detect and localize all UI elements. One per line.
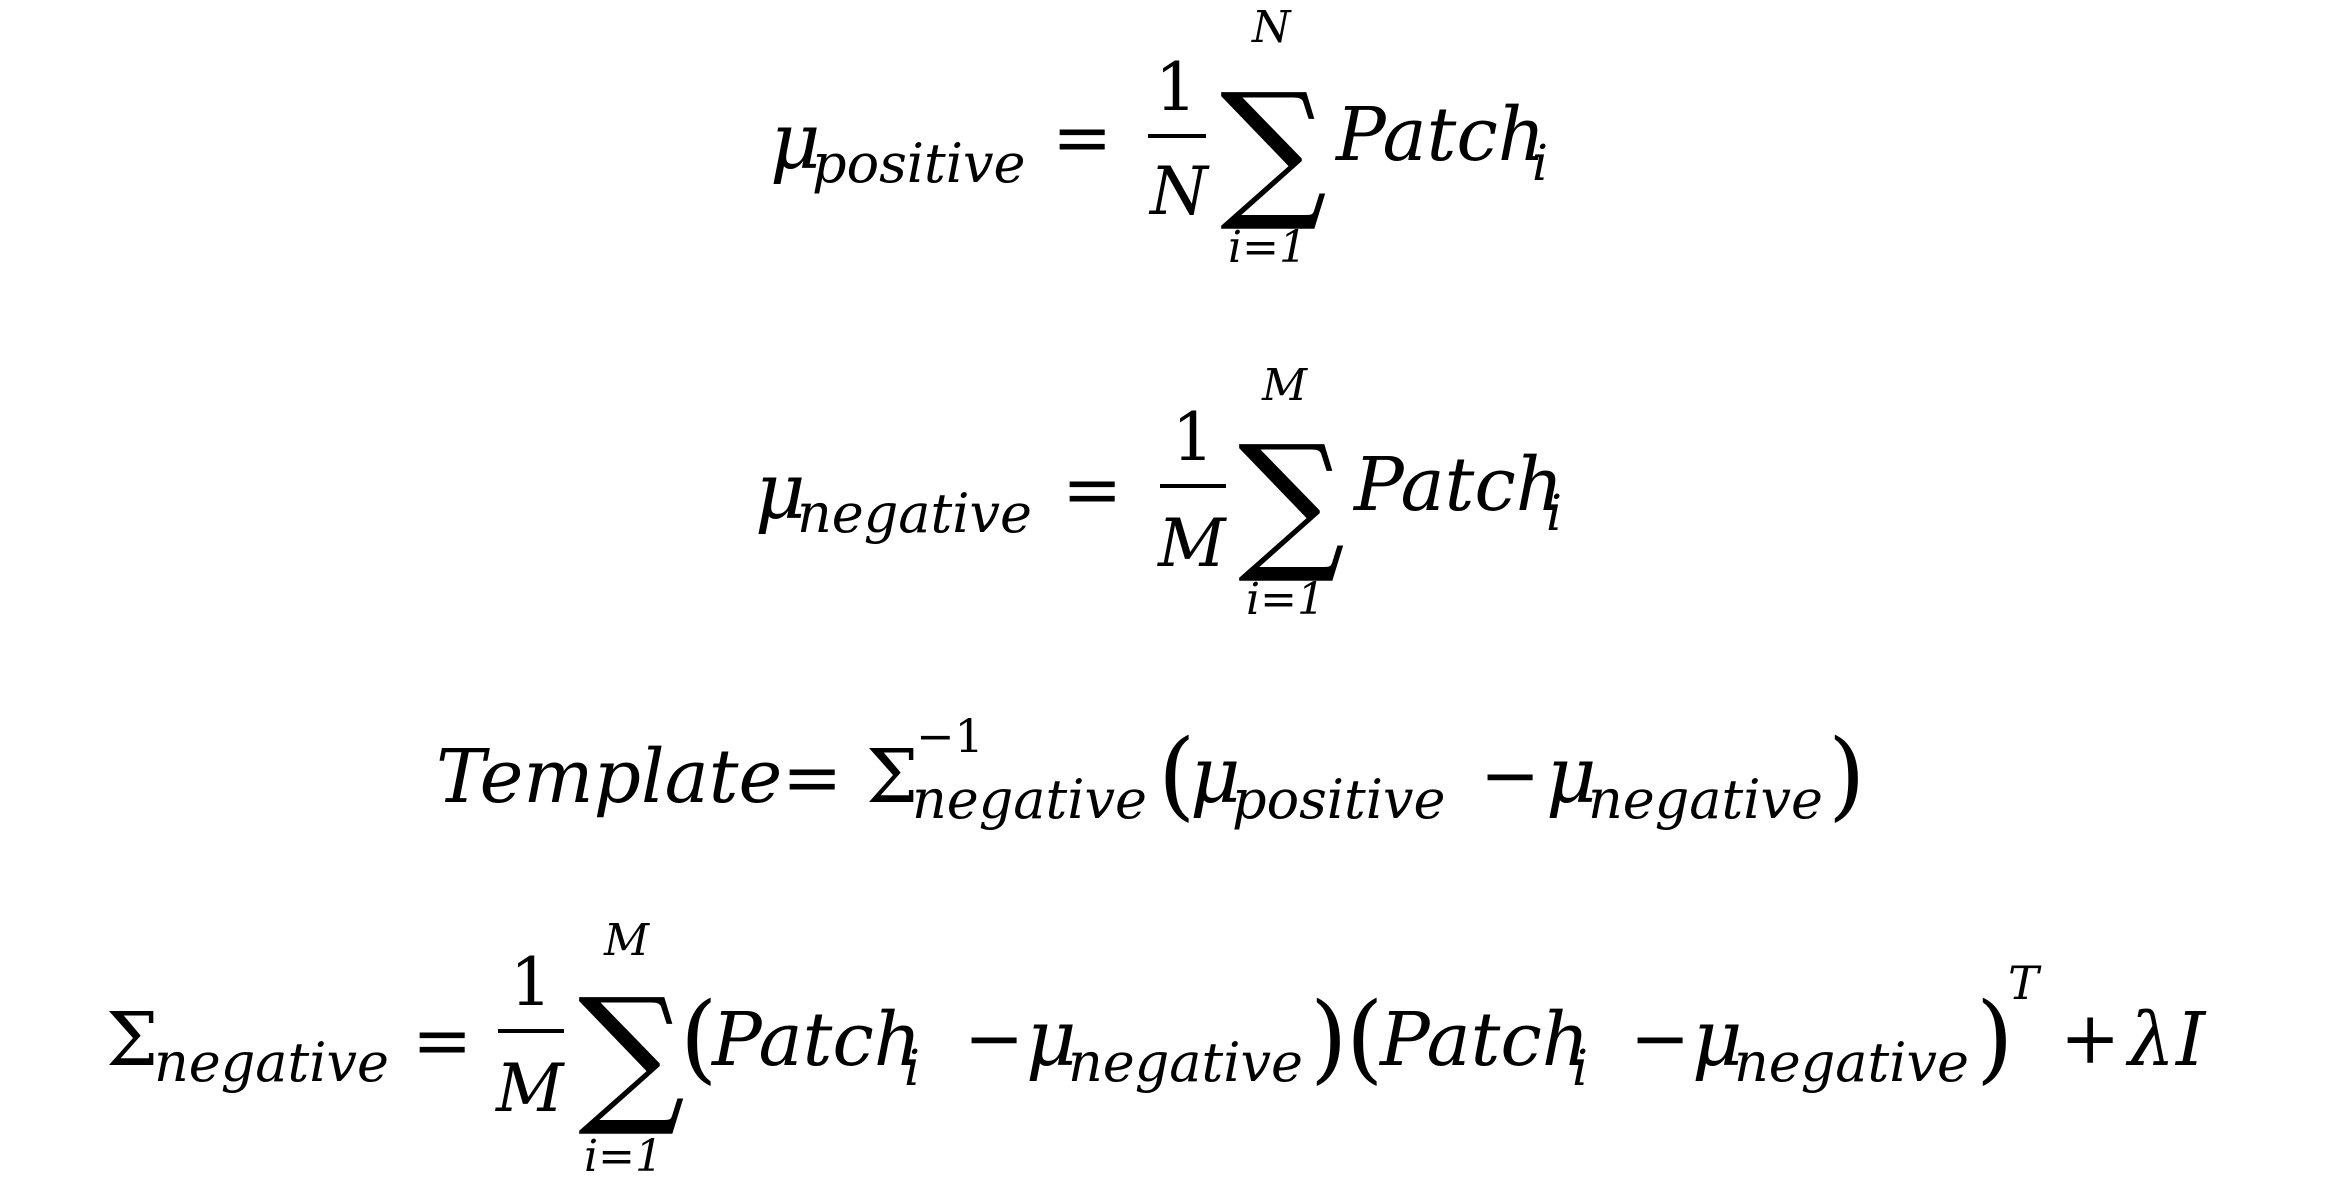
sigma-symbol: Σ — [106, 997, 158, 1083]
sum-upper-limit: M — [1261, 360, 1308, 411]
sigma-subscript: negative — [154, 1031, 389, 1094]
sum-symbol: ∑ — [1220, 62, 1327, 236]
sum-upper-limit: N — [1251, 2, 1292, 53]
right-paren: ) — [1976, 982, 2013, 1094]
minus-sign: − — [1480, 733, 1540, 817]
mu-symbol: μ — [1546, 731, 1597, 821]
mu-symbol: μ — [1692, 994, 1743, 1084]
transpose-superscript: T — [2008, 956, 2042, 1010]
sum-lower-limit: i=1 — [584, 1131, 663, 1182]
mu-subscript: positive — [1232, 768, 1446, 831]
mu-symbol: μ — [1190, 731, 1241, 821]
fraction-denominator: M — [1157, 505, 1227, 582]
patch-term: Patch — [710, 997, 921, 1083]
lambda-symbol: λ — [2125, 997, 2175, 1083]
minus-sign: − — [1630, 996, 1690, 1080]
equation-sigma-negative: Σ negative = 1 M M ∑ i=1 ( Patch i − μ n… — [0, 905, 2348, 1182]
fraction-denominator: M — [495, 1050, 565, 1127]
mu-subscript: positive — [812, 132, 1026, 195]
minus-sign: − — [964, 996, 1024, 1080]
sum-symbol: ∑ — [578, 967, 685, 1141]
equals-sign: = — [412, 998, 472, 1082]
mu-subscript: negative — [1588, 768, 1823, 831]
sigma-subscript: negative — [912, 768, 1147, 831]
sum-symbol: ∑ — [1238, 414, 1345, 588]
mu-symbol: μ — [755, 447, 806, 537]
equals-sign: = — [1052, 95, 1112, 179]
equation-mu-positive: μ positive = 1 N N ∑ i=1 Patch i — [0, 0, 2348, 273]
patch-term: Patch — [1378, 997, 1589, 1083]
patch-subscript: i — [1532, 134, 1548, 192]
equation-template: Template = Σ −1 negative ( μ positive − … — [0, 690, 2348, 950]
left-paren: ( — [1158, 719, 1195, 831]
patch-subscript: i — [1546, 484, 1562, 542]
fraction-bar — [1160, 484, 1226, 488]
right-paren: ) — [1310, 982, 1347, 1094]
mu-subscript: negative — [1734, 1031, 1969, 1094]
patch-subscript: i — [1572, 1039, 1588, 1097]
mu-symbol: μ — [770, 97, 821, 187]
sigma-symbol: Σ — [866, 734, 918, 820]
fraction-denominator: N — [1148, 153, 1210, 230]
identity-symbol: I — [2174, 997, 2207, 1083]
sum-lower-limit: i=1 — [1246, 574, 1325, 625]
patch-subscript: i — [904, 1039, 920, 1097]
patch-term: Patch — [1334, 92, 1545, 178]
equals-sign: = — [1062, 447, 1122, 531]
fraction-numerator: 1 — [1172, 399, 1214, 476]
inverse-superscript: −1 — [916, 709, 984, 763]
sum-lower-limit: i=1 — [1228, 222, 1307, 273]
sum-upper-limit: M — [603, 915, 650, 966]
fraction-bar — [1148, 134, 1206, 138]
plus-sign: + — [2060, 996, 2120, 1080]
right-paren: ) — [1828, 719, 1865, 831]
fraction-numerator: 1 — [510, 944, 552, 1021]
equation-mu-negative: μ negative = 1 M M ∑ i=1 Patch i — [0, 360, 2348, 625]
mu-symbol: μ — [1026, 994, 1077, 1084]
left-paren: ( — [1346, 982, 1383, 1094]
mu-subscript: negative — [1068, 1031, 1303, 1094]
fraction-bar — [498, 1029, 564, 1033]
fraction-numerator: 1 — [1155, 49, 1197, 126]
template-lhs: Template — [436, 734, 782, 820]
left-paren: ( — [680, 982, 717, 1094]
mu-subscript: negative — [797, 482, 1032, 545]
patch-term: Patch — [1352, 442, 1563, 528]
equals-sign: = — [782, 735, 842, 819]
